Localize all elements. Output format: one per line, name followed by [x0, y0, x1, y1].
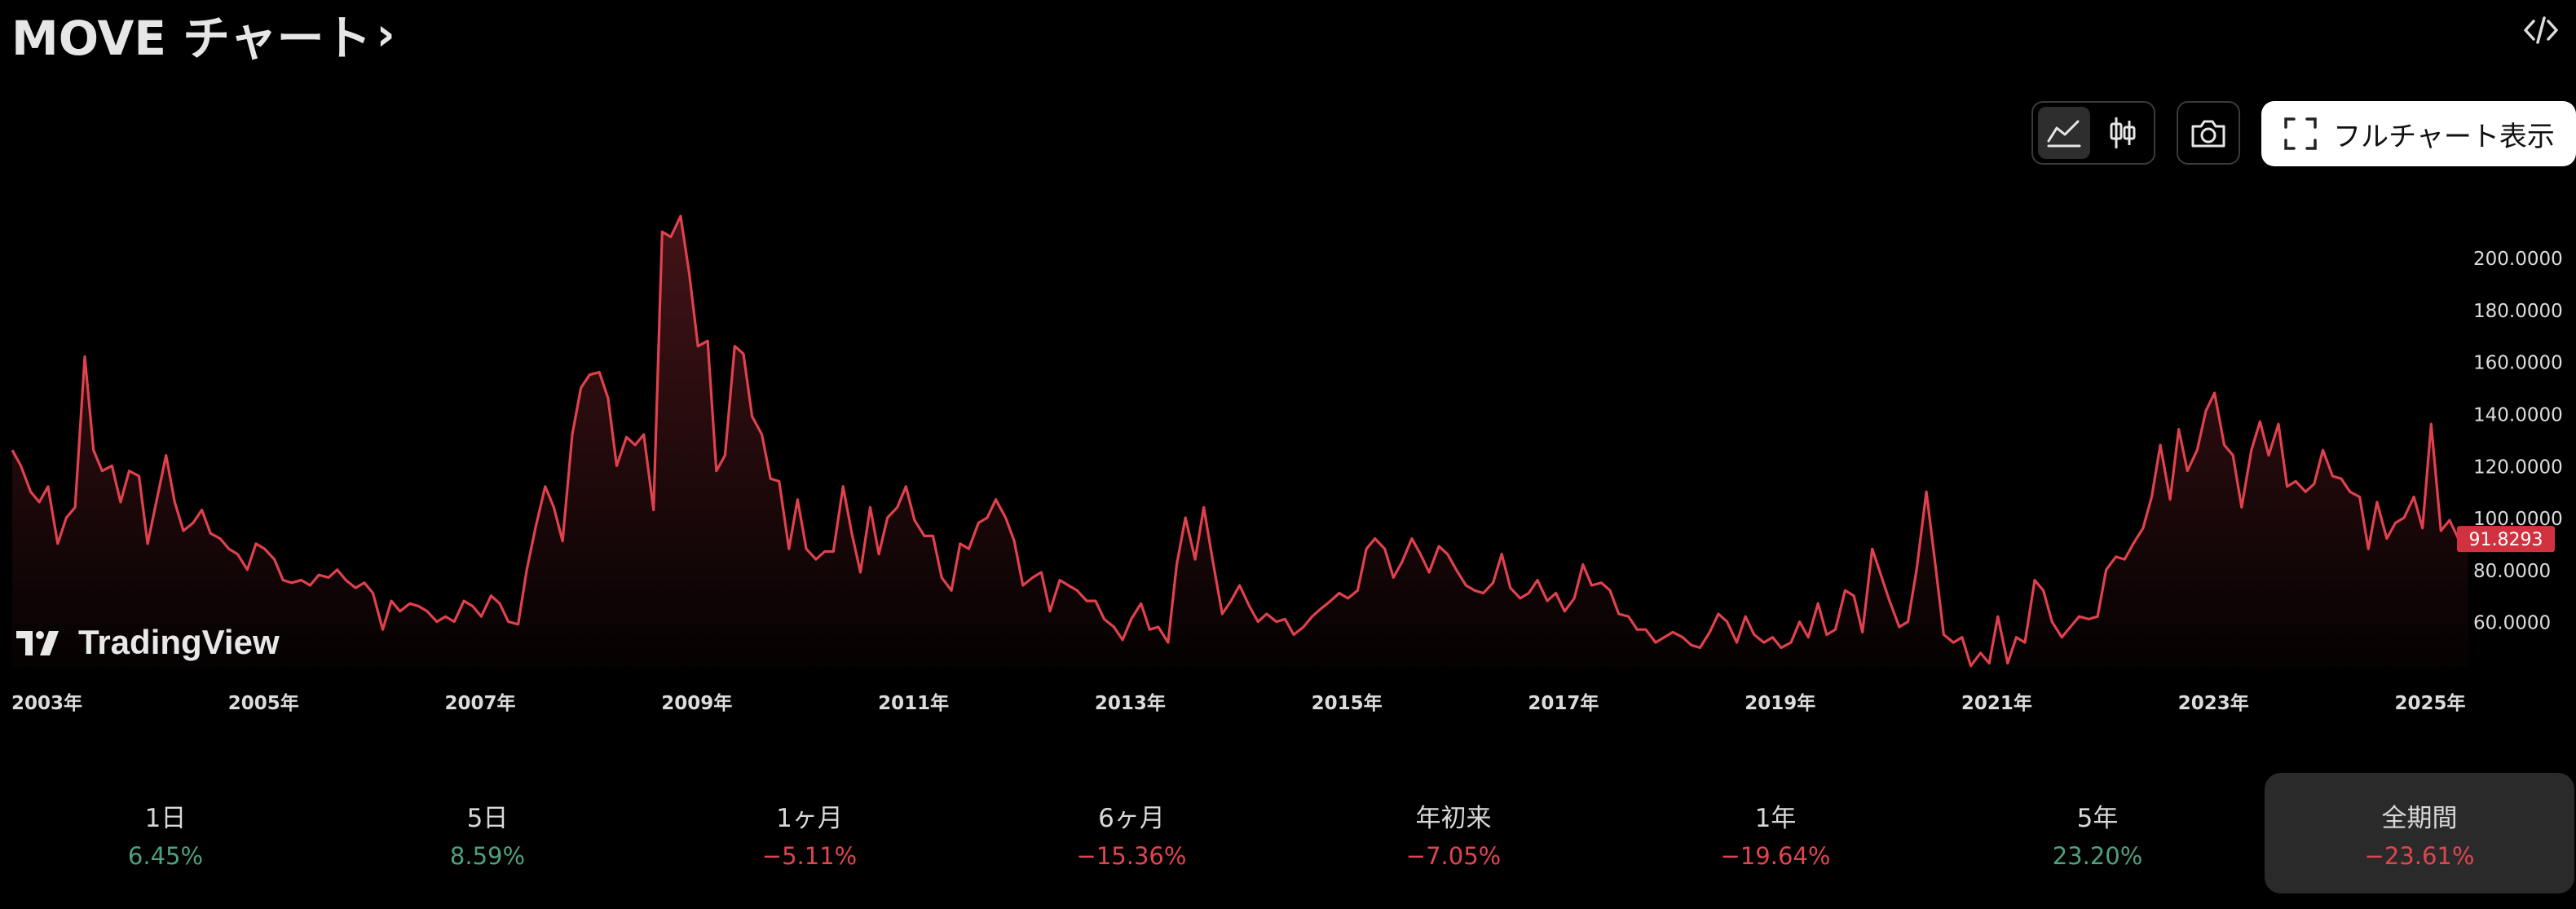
x-tick-label: 2021年 — [1961, 692, 2032, 714]
last-value-badge — [2457, 526, 2555, 553]
x-tick-label: 2003年 — [11, 692, 82, 714]
y-tick-label: 200.0000 — [2473, 249, 2563, 270]
chevron-right-icon: › — [376, 7, 395, 61]
period-label: 5日 — [466, 803, 509, 833]
screenshot-button[interactable] — [2177, 101, 2240, 165]
x-tick-label: 2007年 — [445, 692, 516, 714]
last-value-label: 91.8293 — [2469, 530, 2543, 550]
x-tick-label: 2017年 — [1528, 692, 1599, 714]
tradingview-wordmark: TradingView — [78, 623, 280, 661]
period-label: 全期間 — [2381, 803, 2458, 833]
period-tab[interactable]: 1ヶ月 −5.11% — [655, 773, 964, 894]
y-tick-label: 60.0000 — [2473, 613, 2551, 634]
candlestick-chart-button[interactable] — [2097, 107, 2149, 159]
tradingview-watermark: TradingView — [15, 623, 280, 662]
period-label: 1日 — [144, 803, 187, 833]
y-tick-label: 180.0000 — [2473, 301, 2563, 322]
period-tab[interactable]: 1年 −19.64% — [1621, 773, 1930, 894]
fullscreen-frame-icon — [2284, 117, 2317, 150]
chart-series — [11, 214, 2468, 668]
x-tick-label: 2005年 — [228, 692, 299, 714]
chart-title[interactable]: MOVE チャート › — [11, 0, 395, 68]
period-change: −23.61% — [2364, 841, 2475, 870]
tradingview-logo-icon — [16, 631, 59, 655]
y-tick-label: 140.0000 — [2473, 405, 2563, 426]
period-label: 5年 — [2076, 803, 2119, 833]
period-change: −7.05% — [1405, 841, 1502, 870]
full-chart-button[interactable]: フルチャート表示 — [2261, 101, 2576, 166]
area-chart-icon — [2047, 120, 2081, 148]
area-fill — [12, 216, 2468, 669]
price-chart[interactable]: 60.000080.0000100.0000120.0000140.000016… — [0, 179, 2576, 734]
x-tick-label: 2013年 — [1095, 692, 1166, 714]
chart-title-text: MOVE チャート — [11, 11, 372, 66]
period-tab[interactable]: 1日 6.45% — [11, 773, 320, 894]
period-tab[interactable]: 年初来 −7.05% — [1299, 773, 1608, 894]
period-label: 1ヶ月 — [776, 803, 843, 833]
period-change: −5.11% — [761, 841, 858, 870]
x-tick-label: 2009年 — [661, 692, 732, 714]
y-tick-label: 80.0000 — [2473, 561, 2551, 582]
x-tick-label: 2011年 — [878, 692, 949, 714]
full-chart-label: フルチャート表示 — [2333, 120, 2555, 153]
x-tick-label: 2023年 — [2178, 692, 2249, 714]
candlestick-chart-icon — [2110, 117, 2136, 148]
period-tab[interactable]: 6ヶ月 −15.36% — [977, 773, 1286, 894]
period-change: 8.59% — [449, 841, 526, 870]
x-tick-label: 2019年 — [1745, 692, 1815, 714]
period-change: −19.64% — [1720, 841, 1831, 870]
code-embed-icon[interactable] — [2522, 11, 2560, 49]
last-value-marker: 91.8293 — [2457, 526, 2555, 553]
y-tick-label: 160.0000 — [2473, 353, 2563, 374]
period-tab[interactable]: 5年 23.20% — [1943, 773, 2252, 894]
period-label: 6ヶ月 — [1098, 803, 1165, 833]
series-line — [11, 214, 2468, 668]
period-change: −15.36% — [1076, 841, 1187, 870]
y-axis: 60.000080.0000100.0000120.0000140.000016… — [2473, 249, 2563, 633]
area-chart-button[interactable] — [2038, 107, 2090, 159]
period-tab[interactable]: 5日 8.59% — [333, 773, 642, 894]
chart-area-fill — [12, 216, 2468, 669]
period-label: 年初来 — [1415, 803, 1492, 833]
period-change: 6.45% — [127, 841, 204, 870]
y-tick-label: 120.0000 — [2473, 457, 2563, 478]
camera-icon — [2191, 120, 2225, 148]
x-axis: 2003年 2005年 2007年 2009年 2011年 2013年 2015年 2017年… — [11, 692, 2466, 714]
chart-type-toggle — [2031, 101, 2155, 165]
period-tab[interactable]: 全期間 −23.61% — [2265, 773, 2574, 894]
period-label: 1年 — [1754, 803, 1797, 833]
x-tick-label: 2025年 — [2395, 692, 2466, 714]
period-change: 23.20% — [2052, 841, 2143, 870]
x-tick-label: 2015年 — [1312, 692, 1383, 714]
